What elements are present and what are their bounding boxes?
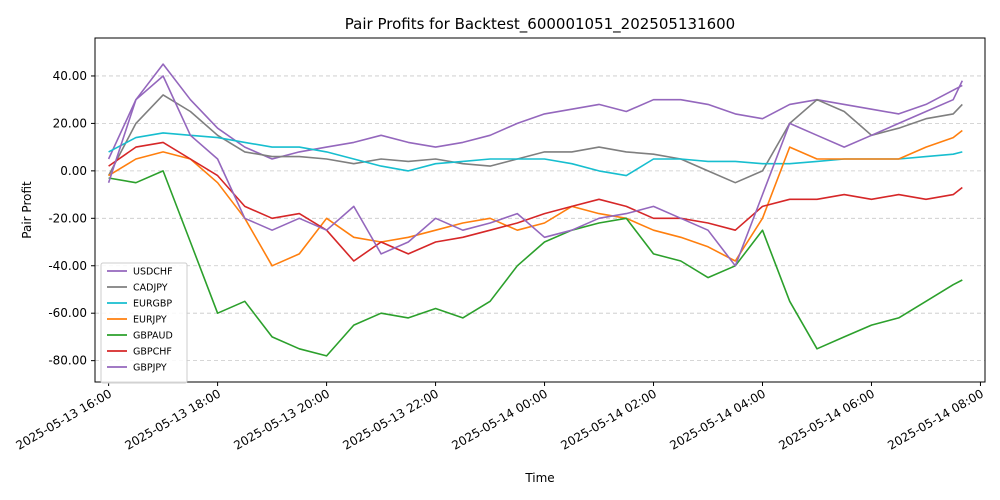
legend-label: GBPJPY [133,363,167,374]
gridlines [95,75,985,362]
legend-label: GBPCHF [133,347,172,358]
plot-frame [94,37,986,383]
y-axis-title: Pair Profit [20,181,34,239]
legend-label: GBPAUD [133,331,173,342]
x-axis-title: Time [524,471,554,485]
y-tick-label: 20.00 [53,116,87,130]
legend-label: CADJPY [133,283,168,294]
series-layer [107,63,964,357]
series-line-gbpjpy [107,75,964,267]
y-tick-label: -80.00 [48,354,87,368]
y-tick-label: -20.00 [48,211,87,225]
y-tick-label: 40.00 [53,69,87,83]
series-line-usdchf [107,63,963,160]
series-line-gbpchf [108,141,963,262]
series-line-eurjpy [108,129,963,267]
y-tick-label: -40.00 [48,259,87,273]
y-tick-label: 0.00 [60,164,87,178]
y-tick-label: -60.00 [48,306,87,320]
legend-label: EURJPY [133,315,167,326]
legend-box [100,262,188,384]
legend: USDCHF CADJPY EURGBP EURJPY GBPAUD GBPCHF GBPJ… [100,262,188,384]
chart-title: Pair Profits for Backtest_600001051_2025… [345,15,735,34]
legend-label: EURGBP [133,299,172,310]
series-line-cadjpy [107,94,963,184]
y-axis: -80.00 -60.00 -40.00 -20.00 0.00 20.00 40.00 [48,69,95,368]
series-line-gbpaud [108,170,963,357]
legend-label: USDCHF [133,267,173,278]
